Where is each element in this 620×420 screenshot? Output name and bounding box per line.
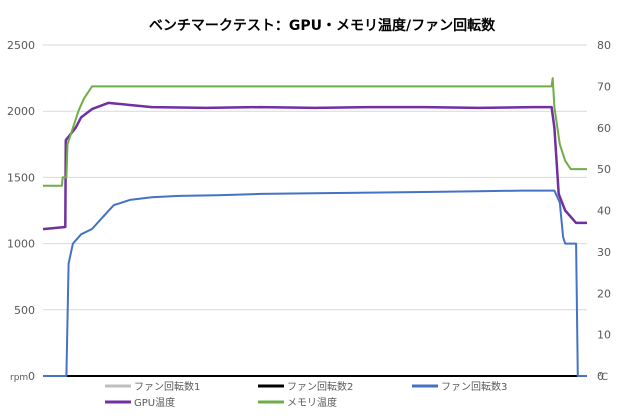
series-line-3 <box>42 101 587 231</box>
legend-label: GPU温度 <box>134 396 175 409</box>
chart-title: ベンチマークテスト：GPU・メモリ温度/ファン回転数 <box>149 17 496 34</box>
y-left-unit: rpm <box>10 373 28 383</box>
legend-label: ファン回転数2 <box>287 380 353 393</box>
y-right-tick-label: 0 <box>597 370 604 383</box>
y-left-tick-label: 1500 <box>7 171 35 184</box>
y-right-tick-label: 60 <box>597 122 611 135</box>
y-right-tick-label: 50 <box>597 163 611 176</box>
series-line-4 <box>43 77 587 187</box>
y-right-tick-label: 80 <box>597 39 611 52</box>
grid-lines <box>43 44 587 377</box>
y-right-tick-label: 70 <box>597 80 611 93</box>
legend-label: ファン回転数3 <box>441 380 507 393</box>
y-right-tick-label: 10 <box>597 329 611 342</box>
y-right-tick-label: 30 <box>597 246 611 259</box>
axes: 0 500 1000 1500 2000 2500 0 10 20 30 40 50 60 70 80 rpm… <box>7 39 611 383</box>
y-left-tick-label: 2500 <box>7 39 35 52</box>
y-right-tick-label: 40 <box>597 205 611 218</box>
y-right-tick-label: 20 <box>597 287 611 300</box>
y-left-tick-label: 1000 <box>7 238 35 251</box>
series-line-2 <box>43 189 587 377</box>
series-lines <box>42 77 587 377</box>
y-left-tick-label: 0 <box>28 370 35 383</box>
legend-label: メモリ温度 <box>287 396 337 409</box>
y-left-tick-label: 500 <box>14 304 35 317</box>
legend: ファン回転数1 ファン回転数2 ファン回転数3 GPU温度 メモリ温度 <box>105 380 507 409</box>
y-right-unit: ℃ <box>597 372 608 383</box>
y-left-tick-label: 2000 <box>7 105 35 118</box>
legend-label: ファン回転数1 <box>134 380 200 393</box>
